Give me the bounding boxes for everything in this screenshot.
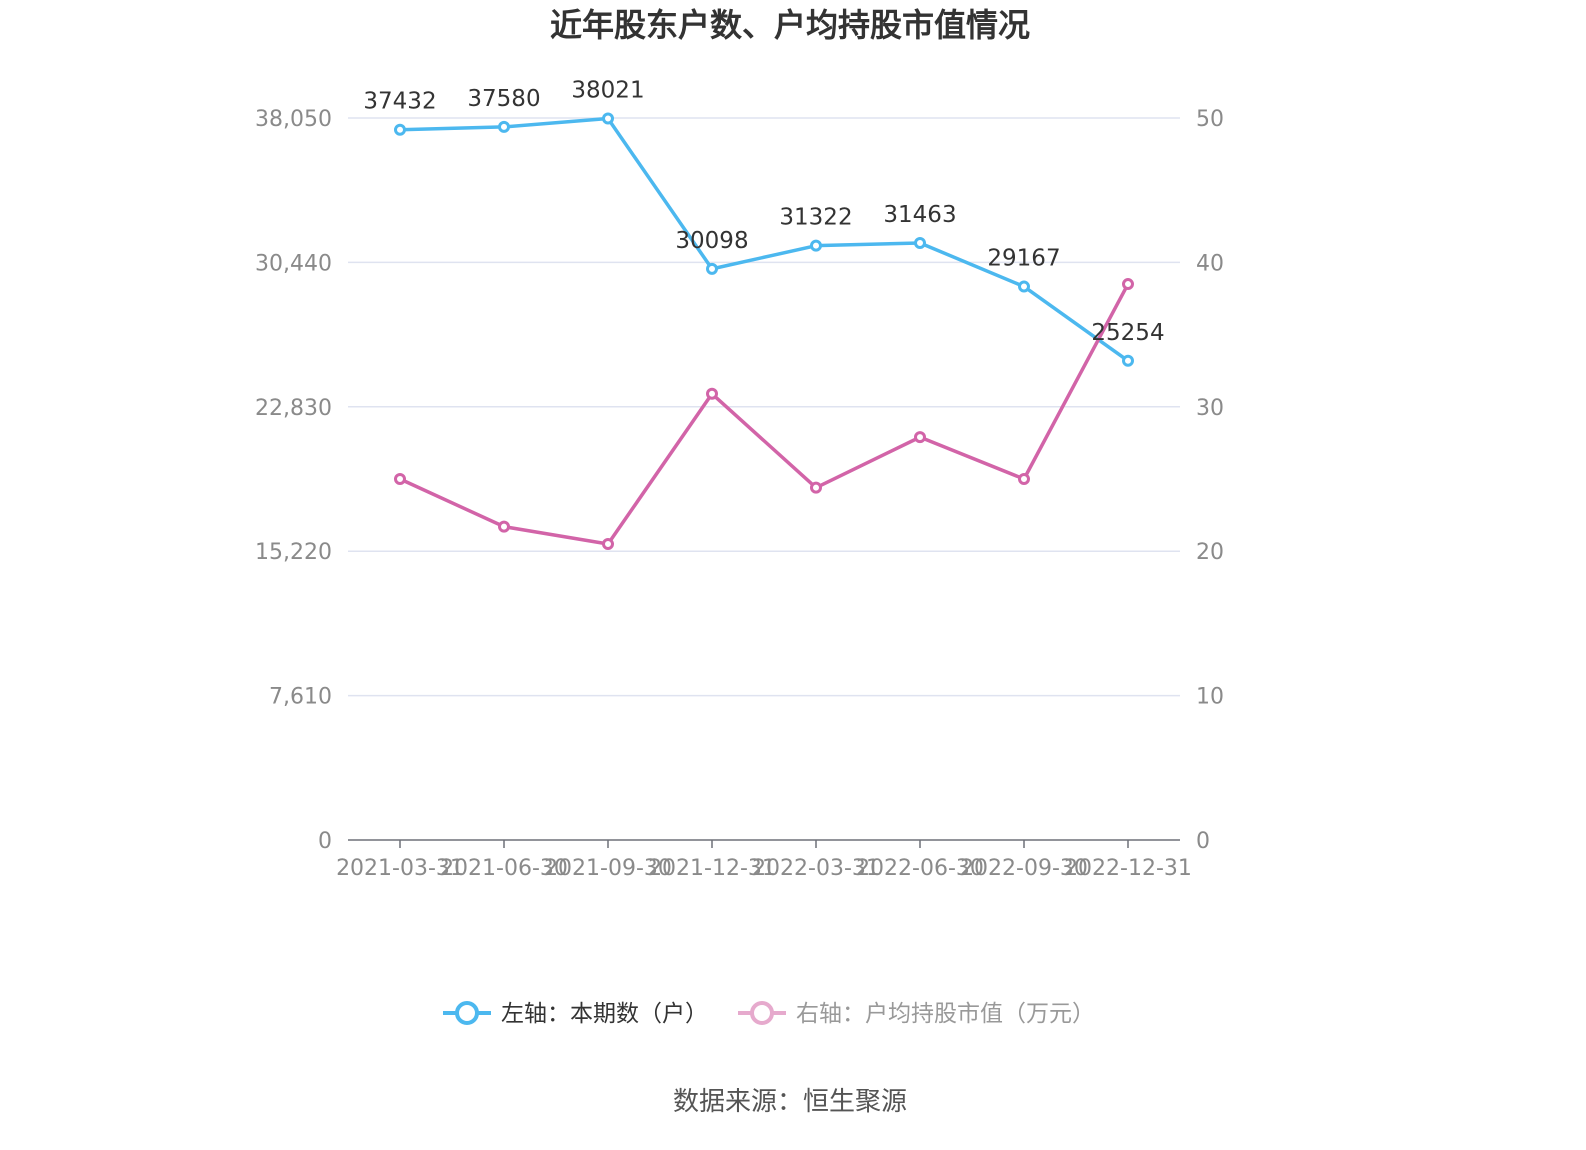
y-left-tick-label: 0 [318, 829, 332, 854]
data-point[interactable] [602, 112, 614, 125]
y-left-tick-label: 7,610 [269, 685, 332, 710]
series [394, 112, 1134, 550]
legend-label-left: 左轴：本期数（户） [501, 1001, 708, 1027]
data-point[interactable] [706, 387, 718, 400]
legend-marker-right [750, 1001, 774, 1025]
data-point[interactable] [1122, 354, 1134, 367]
data-point[interactable] [394, 123, 406, 136]
legend-item-right-series[interactable]: 右轴：户均持股市值（万元） [738, 1001, 1095, 1027]
data-label: 30098 [675, 228, 748, 254]
data-point[interactable] [706, 262, 718, 275]
data-label: 37580 [467, 86, 540, 112]
y-left-tick-label: 30,440 [255, 251, 332, 276]
data-label: 29167 [987, 246, 1060, 272]
data-point[interactable] [498, 120, 510, 133]
x-tick-label: 2021-03-31 [336, 856, 464, 881]
data-point[interactable] [810, 481, 822, 494]
data-point[interactable] [1018, 280, 1030, 293]
y-right-tick-label: 40 [1196, 251, 1224, 276]
data-label: 38021 [571, 78, 644, 104]
x-tick-label: 2021-12-31 [648, 856, 776, 881]
data-point[interactable] [602, 537, 614, 550]
x-tick-label: 2022-03-31 [752, 856, 880, 881]
data-point[interactable] [914, 431, 926, 444]
data-point[interactable] [1018, 473, 1030, 485]
legend-marker-left [455, 1001, 479, 1025]
data-label: 37432 [363, 89, 436, 115]
data-labels: 37432 37580 38021 30098 31322 31463 29167 25254 [363, 78, 1164, 346]
legend-item-left-series[interactable]: 左轴：本期数（户） [443, 1001, 708, 1027]
y-right-tick-label: 50 [1196, 107, 1224, 132]
data-label: 31463 [883, 202, 956, 228]
legend: 左轴：本期数（户） 右轴：户均持股市值（万元） [443, 1001, 1095, 1027]
data-point[interactable] [498, 520, 510, 533]
y-left-tick-label: 38,050 [255, 107, 332, 132]
data-point[interactable] [914, 236, 926, 249]
series-line-right [399, 283, 1130, 546]
data-point[interactable] [810, 239, 822, 252]
x-tick-label: 2022-06-30 [856, 856, 984, 881]
y-left-tick-label: 22,830 [255, 396, 332, 421]
series-line-left [399, 116, 1130, 363]
x-tick-label: 2021-09-30 [544, 856, 672, 881]
y-right-tick-label: 10 [1196, 685, 1224, 710]
data-point[interactable] [394, 473, 406, 485]
y-right-tick-label: 30 [1196, 396, 1224, 421]
axes: 0 0 7,610 10 15,220 20 22,830 30 30,440 40 38,050 5… [255, 107, 1224, 881]
data-point[interactable] [1122, 278, 1134, 291]
data-label: 25254 [1091, 320, 1164, 346]
legend-label-right: 右轴：户均持股市值（万元） [796, 1001, 1095, 1027]
data-label: 31322 [779, 205, 852, 231]
data-source: 数据来源：恒生聚源 [673, 1087, 907, 1117]
chart-title: 近年股东户数、户均持股市值情况 [550, 6, 1030, 44]
x-tick-label: 2021-06-30 [440, 856, 568, 881]
y-right-tick-label: 20 [1196, 540, 1224, 565]
grid [348, 117, 1180, 697]
x-tick-label: 2022-09-30 [960, 856, 1088, 881]
y-left-tick-label: 15,220 [255, 540, 332, 565]
x-tick-label: 2022-12-31 [1064, 856, 1192, 881]
y-right-tick-label: 0 [1196, 829, 1210, 854]
